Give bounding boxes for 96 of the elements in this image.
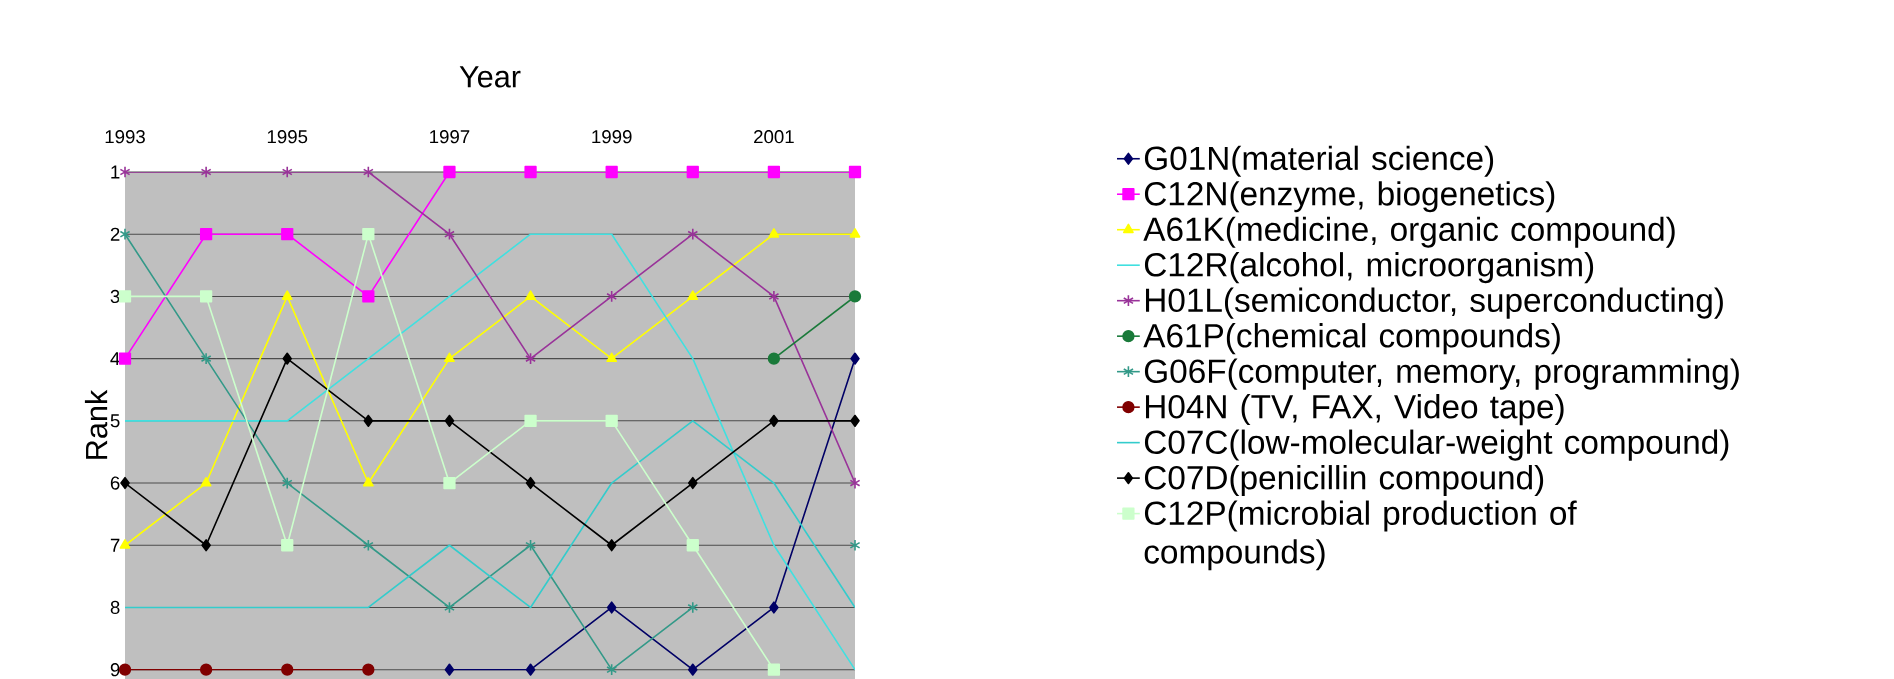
legend-label: G01N(material science) [1144, 145, 1494, 177]
point [443, 476, 456, 490]
legend-label: H04N (TV, FAX, Video tape) [1145, 394, 1564, 426]
point [118, 352, 132, 365]
x-tick-label: 2001 [754, 130, 794, 144]
point [281, 539, 294, 552]
x-tick-label: 1993 [105, 130, 145, 144]
legend-label: C07C(low-molecular-weight compound) [1144, 429, 1729, 461]
point [848, 165, 862, 179]
point [119, 539, 131, 549]
point [282, 352, 293, 365]
point [687, 663, 698, 676]
point [444, 352, 455, 363]
point [605, 414, 618, 427]
point [525, 539, 536, 552]
point [199, 228, 213, 241]
y-tick-label: 8 [110, 600, 120, 615]
point [281, 663, 294, 676]
legend-label: C07D(penicillin compound) [1144, 465, 1544, 497]
point [606, 663, 618, 676]
y-axis-title: Rank [84, 389, 108, 459]
x-tick-label: 1997 [430, 130, 470, 144]
point [686, 539, 699, 552]
point [687, 228, 699, 241]
point [281, 290, 293, 300]
point [768, 290, 780, 303]
point [769, 414, 779, 427]
point [281, 476, 293, 490]
point [443, 165, 456, 179]
legend-label: C12N(enzyme, biogenetics) [1144, 181, 1555, 213]
point [769, 601, 779, 614]
point [524, 414, 537, 427]
point [119, 165, 131, 179]
x-axis-title: Year [459, 66, 521, 88]
x-tick-label: 1999 [592, 130, 632, 144]
point [849, 539, 861, 552]
y-tick-label: 2 [110, 227, 120, 241]
point [606, 290, 618, 303]
legend-label: C12R(alcohol, microorganism) [1144, 252, 1594, 284]
legend-label: A61K(medicine, organic compound) [1143, 216, 1675, 248]
point [362, 228, 375, 241]
point [524, 165, 537, 179]
point [525, 290, 536, 300]
point [686, 165, 699, 179]
point [362, 476, 374, 487]
point [201, 539, 211, 552]
point [444, 663, 455, 676]
point [525, 476, 536, 490]
point [363, 414, 374, 427]
point [606, 539, 617, 552]
legend-label: A61P(chemical compounds) [1143, 323, 1560, 355]
point [849, 228, 861, 238]
point [444, 414, 455, 427]
point [606, 601, 617, 614]
point [200, 352, 212, 365]
y-tick-label: 7 [110, 538, 120, 552]
point [687, 290, 699, 300]
x-tick-label: 1995 [267, 130, 308, 144]
point [362, 165, 374, 179]
point [605, 165, 618, 179]
y-tick-label: 9 [110, 663, 120, 677]
point [850, 414, 860, 427]
point [525, 352, 536, 365]
point [767, 352, 781, 365]
point [120, 476, 130, 490]
point [199, 663, 213, 676]
point [767, 165, 781, 179]
point [444, 228, 455, 241]
y-tick-label: 4 [110, 352, 120, 366]
point [848, 290, 862, 303]
point [687, 476, 698, 490]
y-tick-label: 6 [110, 476, 120, 490]
legend-label: C12P(microbial production of compounds) [1144, 500, 1577, 571]
legend-label: G06F(computer, memory, programming) [1144, 358, 1739, 390]
point [362, 290, 375, 303]
point [849, 476, 861, 490]
y-tick-label: 3 [110, 289, 120, 304]
point [200, 165, 212, 179]
point [281, 228, 294, 241]
point [687, 601, 699, 614]
legend-label: H01L(semiconductor, superconducting) [1145, 287, 1723, 319]
point [362, 663, 375, 676]
point [118, 290, 132, 303]
point [768, 228, 780, 238]
point [199, 290, 213, 303]
point [606, 352, 618, 363]
point [850, 352, 860, 365]
point [362, 539, 374, 552]
point [444, 601, 455, 614]
y-tick-label: 5 [110, 414, 120, 428]
point [119, 228, 131, 241]
point [281, 165, 293, 179]
point [200, 476, 212, 487]
y-tick-label: 1 [111, 165, 120, 179]
point [767, 663, 781, 676]
point [525, 663, 536, 676]
